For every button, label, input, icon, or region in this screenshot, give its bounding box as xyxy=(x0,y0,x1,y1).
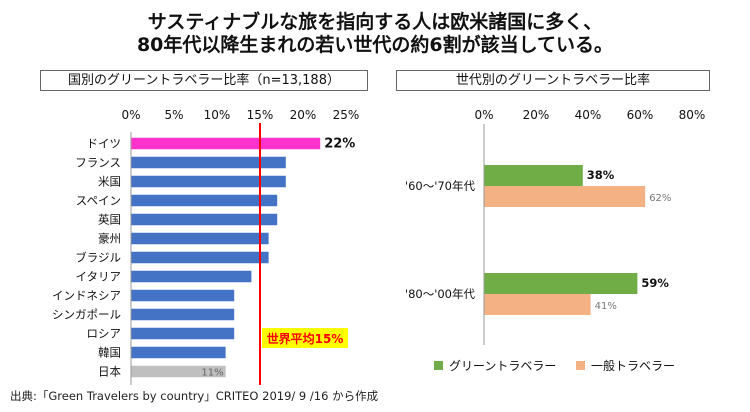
legend-label: 一般トラベラー xyxy=(591,358,675,373)
bar xyxy=(484,165,583,186)
legend-swatch xyxy=(434,361,443,370)
x-tick-label: 0% xyxy=(121,108,140,122)
category-label: 韓国 xyxy=(98,346,121,360)
bar xyxy=(131,365,226,378)
category-label: ロシア xyxy=(87,327,122,341)
bar xyxy=(131,213,278,226)
bar xyxy=(131,175,286,188)
x-tick-label: 80% xyxy=(679,108,706,122)
x-tick-label: 5% xyxy=(164,108,183,122)
data-label: 38% xyxy=(587,168,615,182)
bar xyxy=(131,137,321,150)
bar xyxy=(131,270,252,283)
category-label: '60～'70年代 xyxy=(405,179,476,193)
category-label: インドネシア xyxy=(52,289,121,303)
x-tick-label: 0% xyxy=(474,108,493,122)
bar xyxy=(131,156,286,169)
bar xyxy=(484,186,646,207)
category-label: 米国 xyxy=(98,175,121,189)
category-label: 英国 xyxy=(98,213,121,227)
data-label: 22% xyxy=(324,137,355,152)
category-label: フランス xyxy=(75,156,121,170)
legend-label: グリーントラベラー xyxy=(449,359,556,373)
x-tick-label: 20% xyxy=(523,108,550,122)
country-chart-title: 国別のグリーントラベラー比率（n=13,188） xyxy=(40,70,368,91)
x-tick-label: 20% xyxy=(290,108,317,122)
generation-chart-title: 世代別のグリーントラベラー比率 xyxy=(396,70,710,91)
category-label: ブラジル xyxy=(75,251,121,265)
bar xyxy=(131,289,235,302)
headline-line-1: サスティナブルな旅を指向する人は欧米諸国に多く、 xyxy=(147,11,603,33)
x-tick-label: 25% xyxy=(333,108,360,122)
bar xyxy=(131,232,269,245)
bar xyxy=(131,251,269,264)
world-average-label: 世界平均15% xyxy=(267,331,344,346)
world-average-label-box xyxy=(262,328,348,348)
category-label: 豪州 xyxy=(98,232,121,246)
category-label: スペイン xyxy=(76,194,121,208)
bar xyxy=(484,294,591,315)
bar xyxy=(131,308,235,321)
legend-swatch xyxy=(576,361,585,370)
category-label: 日本 xyxy=(98,365,121,379)
category-label: シンガポール xyxy=(52,308,121,322)
bar xyxy=(131,346,226,359)
x-tick-label: 60% xyxy=(627,108,654,122)
data-label: 41% xyxy=(595,301,617,312)
source-note: 出典:「Green Travelers by country」CRITEO 20… xyxy=(10,389,379,403)
x-tick-label: 10% xyxy=(204,108,231,122)
data-label: 11% xyxy=(201,368,223,379)
country-bar-chart: 0% 5% 10% 15% 20% 25% ドイツ 22% フランス米国スペイン英国豪州ブラジル… xyxy=(52,108,360,385)
x-tick-label: 40% xyxy=(575,108,602,122)
category-label: イタリア xyxy=(75,270,121,284)
x-tick-label: 15% xyxy=(247,108,274,122)
headline-line-2: 80年代以降生まれの若い世代の約6割が該当している。 xyxy=(136,34,614,56)
data-label: 59% xyxy=(641,276,669,290)
category-label: ドイツ xyxy=(87,137,122,151)
generation-bar-chart: 0% 20% 40% 60% 80% '60～'70年代 38% 62% '80～'00年代 59… xyxy=(405,108,706,373)
bar xyxy=(484,273,638,294)
bar xyxy=(131,194,278,207)
bar xyxy=(131,327,235,340)
data-label: 62% xyxy=(649,193,671,204)
category-label: '80～'00年代 xyxy=(405,287,476,301)
